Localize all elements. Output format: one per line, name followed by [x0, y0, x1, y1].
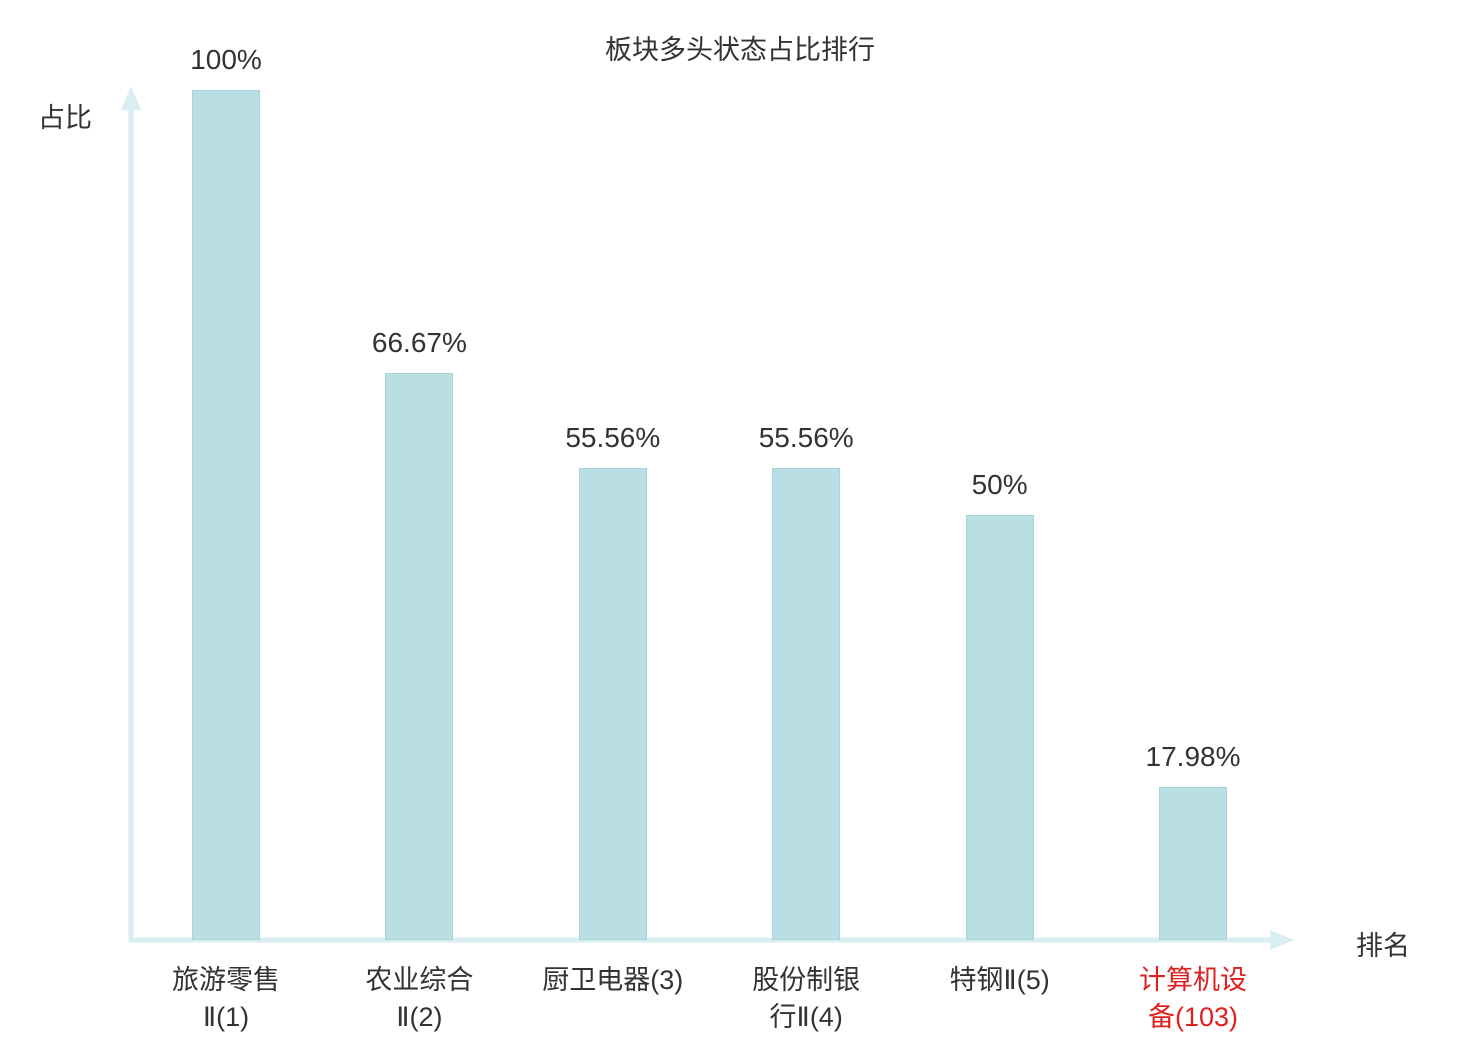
bar-value-label: 100% [190, 44, 262, 75]
x-axis-label: 排名 [1356, 931, 1410, 961]
bar-value-label: 66.67% [371, 327, 467, 359]
bar-category-label: 计算机设 备(103) [1139, 965, 1247, 1032]
bar-value-label: 50% [971, 469, 1028, 500]
bar-value-label: 55.56% [565, 421, 661, 453]
bar [578, 467, 647, 940]
bar-category-label: 旅游零售 Ⅱ(1) [172, 965, 280, 1032]
bar [1159, 787, 1227, 940]
x-axis-arrow-icon [1270, 930, 1294, 950]
bar-category-label: 厨卫电器(3) [542, 965, 684, 995]
bar [385, 373, 454, 940]
y-axis-label: 占比 [38, 103, 92, 133]
bar-value-label: 17.98% [1145, 741, 1241, 773]
bar [192, 90, 260, 940]
bar-category-label: 股份制银 行Ⅱ(4) [752, 965, 861, 1032]
bar-value-label: 55.56% [758, 421, 854, 453]
bar [772, 467, 841, 940]
bar-category-label: 特钢Ⅱ(5) [949, 965, 1050, 995]
chart-title: 板块多头状态占比排行 [605, 35, 875, 65]
bar [965, 515, 1034, 940]
y-axis-arrow-icon [121, 86, 141, 110]
bar-category-label: 农业综合 Ⅱ(2) [365, 965, 474, 1032]
